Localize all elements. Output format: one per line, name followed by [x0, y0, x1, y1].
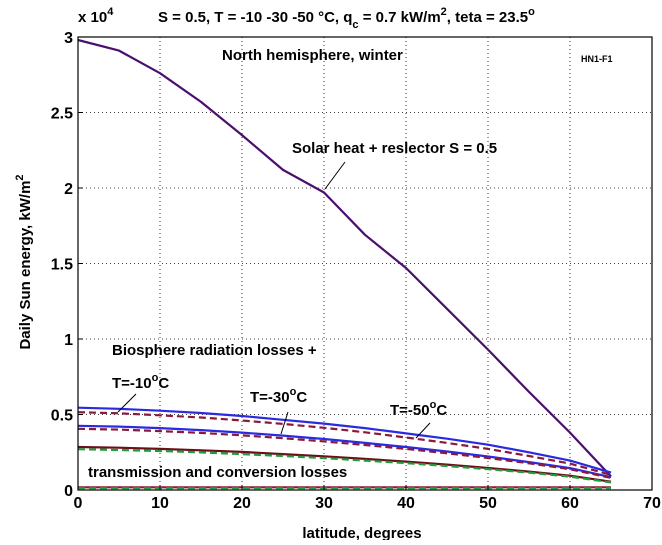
y-tick-label: 0.5 [51, 408, 73, 425]
x-tick-label: 0 [74, 495, 83, 512]
y-axis-label: Daily Sun energy, kW/m2 [14, 174, 34, 349]
x-tick-label: 10 [151, 495, 169, 512]
series-line-4 [77, 424, 612, 479]
title-superscript: 2 [441, 6, 447, 18]
tick-layer: 0 10 20 30 40 50 60 70 0 0.5 1 1.5 2 2.5 3 [51, 30, 661, 512]
annotation-t50-degree: o [430, 399, 437, 411]
series-line-7 [77, 448, 612, 484]
y-tick-label: 2 [64, 181, 73, 198]
x-tick-label: 60 [561, 495, 579, 512]
annotation-code: HN1-F1 [581, 54, 613, 64]
x-tick-label: 20 [233, 495, 251, 512]
annotation-t50: T=-50oC [390, 399, 447, 419]
x-tick-label: 40 [397, 495, 415, 512]
y-multiplier: x 104 [78, 6, 114, 26]
annotation-biosphere: Biosphere radiation losses + [112, 342, 317, 359]
y-tick-label: 1.5 [51, 257, 73, 274]
chart-title: S = 0.5, T = -10 -30 -50 °C, qc = 0.7 kW… [158, 6, 535, 31]
annotation-transmission: transmission and conversion losses [88, 464, 347, 481]
annotation-t30-pointer [280, 411, 289, 435]
series-layer [77, 38, 612, 490]
series-line-2 [77, 406, 612, 474]
annotation-t30-degree: o [290, 386, 297, 398]
annotation-solar: Solar heat + reslector S = 0.5 [292, 140, 497, 157]
series-line-1 [77, 38, 612, 478]
x-tick-label: 50 [479, 495, 497, 512]
title-subscript: c [352, 19, 358, 31]
title-degree: o [528, 6, 535, 18]
annotation-t10-degree: o [152, 372, 159, 384]
annotation-solar-pointer [324, 161, 346, 190]
annotation-t10-pointer [117, 393, 137, 413]
y-tick-label: 1 [64, 332, 73, 349]
series-line-5 [77, 427, 612, 479]
x-tick-label: 70 [643, 495, 661, 512]
y-tick-label: 2.5 [51, 106, 73, 123]
y-tick-label: 0 [64, 483, 73, 500]
x-axis-label: latitude, degrees [302, 525, 421, 540]
y-multiplier-exponent: 4 [107, 6, 114, 18]
annotation-hemisphere: North hemisphere, winter [222, 47, 403, 64]
series-line-3 [77, 411, 612, 476]
x-tick-label: 30 [315, 495, 333, 512]
annotation-t10: T=-10oC [112, 372, 169, 392]
y-tick-label: 3 [64, 30, 73, 47]
annotation-t30: T=-30oC [250, 386, 307, 406]
y-axis-label-superscript: 2 [14, 174, 26, 180]
annotation-t50-pointer [415, 422, 431, 439]
